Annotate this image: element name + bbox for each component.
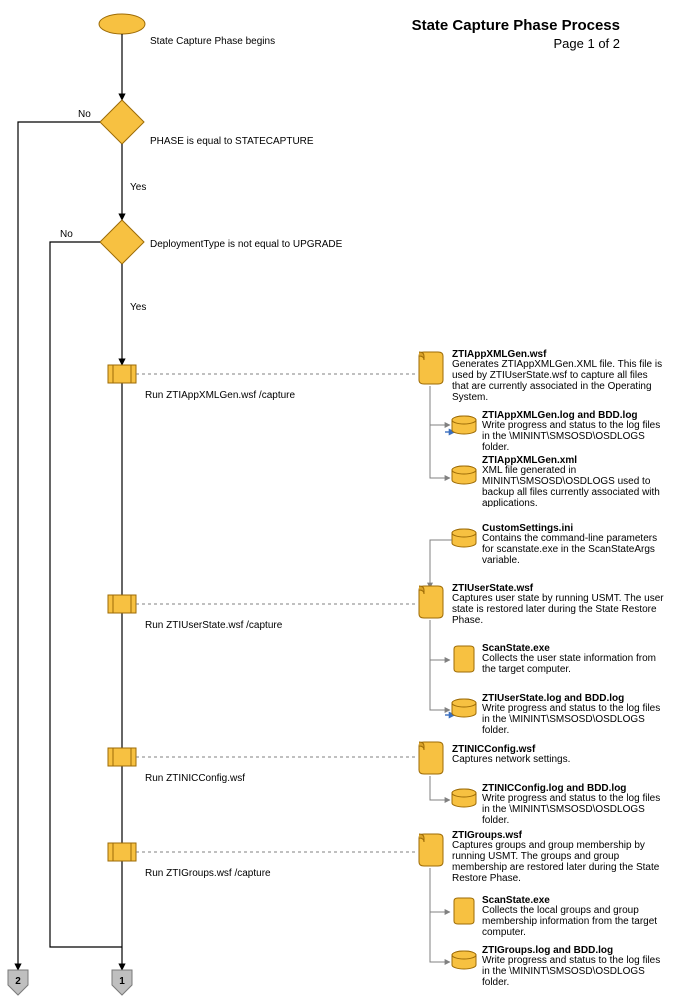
process2-dbin-desc: Contains the command-line parameters for…	[482, 533, 670, 563]
process2-scroll2-icon	[454, 646, 474, 672]
process1-db2-desc: XML file generated in MININT\SMSOSD\OSDL…	[482, 465, 670, 507]
process3-label: Run ZTINICConfig.wsf	[145, 773, 245, 784]
process3-scroll-desc: Captures network settings.	[452, 754, 667, 765]
decision1-no: No	[78, 109, 91, 120]
page-subtitle: Page 1 of 2	[554, 36, 621, 51]
process4-dbout-desc: Write progress and status to the log fil…	[482, 955, 670, 985]
decision2-no: No	[60, 229, 73, 240]
process3-dbout-desc: Write progress and status to the log fil…	[482, 793, 670, 823]
start-label: State Capture Phase begins	[150, 36, 275, 47]
process2-dbin-icon	[452, 529, 476, 547]
process4-scroll-icon	[419, 834, 443, 866]
process2-scroll-desc: Captures user state by running USMT. The…	[452, 593, 667, 626]
process3-scroll-icon	[419, 742, 443, 774]
process-1	[108, 365, 136, 383]
decision2-label: DeploymentType is not equal to UPGRADE	[150, 239, 343, 250]
process3-dbout-icon	[452, 789, 476, 807]
process4-scroll2-desc: Collects the local groups and group memb…	[482, 905, 670, 938]
process2-label: Run ZTIUserState.wsf /capture	[145, 620, 283, 631]
process4-scroll-desc: Captures groups and group membership by …	[452, 840, 667, 884]
process1-label: Run ZTIAppXMLGen.wsf /capture	[145, 390, 296, 401]
process-4	[108, 843, 136, 861]
page-title: State Capture Phase Process	[412, 17, 620, 34]
offpage-right: 1	[112, 970, 132, 995]
start-terminator	[99, 14, 145, 34]
svg-text:1: 1	[119, 976, 125, 987]
process-3	[108, 748, 136, 766]
process4-scroll2-icon	[454, 898, 474, 924]
process1-db1-icon	[452, 416, 476, 434]
process1-db1-desc: Write progress and status to the log fil…	[482, 420, 670, 450]
process1-scroll-desc: Generates ZTIAppXMLGen.XML file. This fi…	[452, 359, 667, 403]
process4-dbout-icon	[452, 951, 476, 969]
process2-dbout-icon	[452, 699, 476, 717]
process2-dbout-desc: Write progress and status to the log fil…	[482, 703, 670, 733]
offpage-left: 2	[8, 970, 28, 995]
process1-db2-icon	[452, 466, 476, 484]
decision-1	[100, 100, 144, 144]
decision1-no-path	[18, 122, 100, 970]
decision-2	[100, 220, 144, 264]
process2-scroll-icon	[419, 586, 443, 618]
process1-scroll-icon	[419, 352, 443, 384]
decision2-yes: Yes	[130, 302, 146, 313]
decision1-label: PHASE is equal to STATECAPTURE	[150, 136, 314, 147]
process-2	[108, 595, 136, 613]
process2-scroll2-desc: Collects the user state information from…	[482, 653, 670, 675]
process4-label: Run ZTIGroups.wsf /capture	[145, 868, 271, 879]
decision1-yes: Yes	[130, 182, 146, 193]
svg-text:2: 2	[15, 976, 21, 987]
